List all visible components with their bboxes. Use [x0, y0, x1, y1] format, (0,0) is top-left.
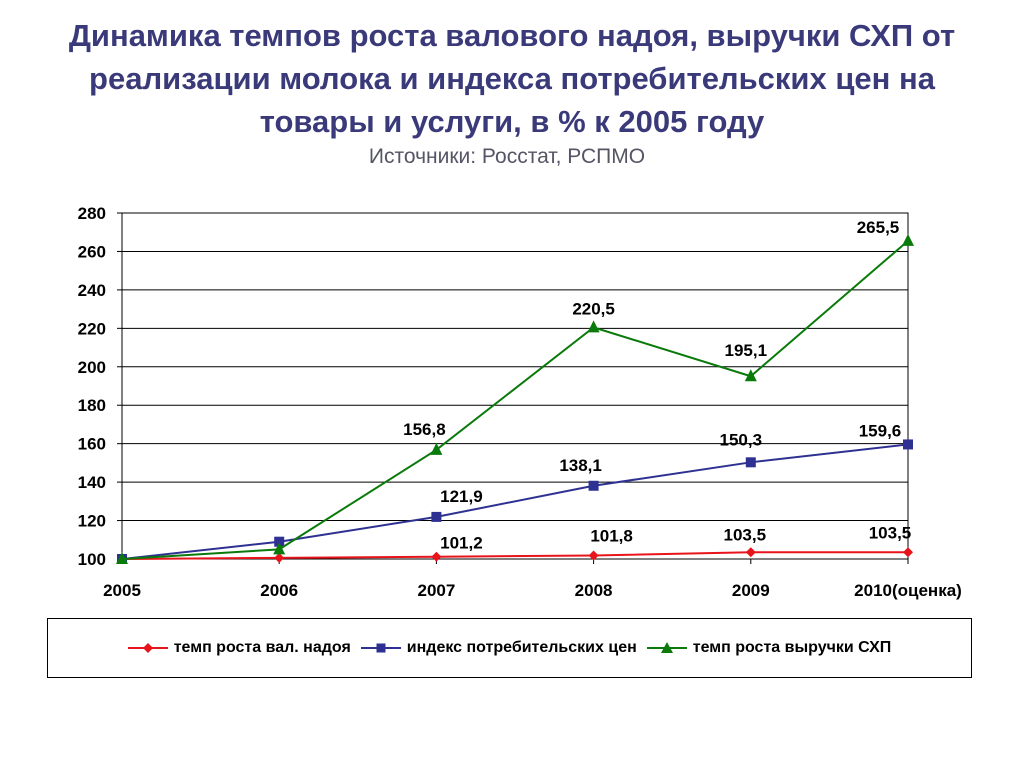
data-point-diamond — [588, 550, 599, 561]
data-label: 150,3 — [720, 430, 763, 449]
y-tick-label: 140 — [78, 473, 106, 492]
legend-label: темп роста вал. надоя — [173, 639, 351, 656]
data-point-diamond — [274, 552, 285, 563]
data-label: 103,5 — [724, 525, 767, 544]
series-line-1 — [121, 551, 908, 560]
x-tick-label: 2005 — [103, 581, 141, 600]
data-label: 220,5 — [572, 299, 615, 318]
data-point-square — [431, 511, 442, 522]
data-point-triangle — [273, 542, 286, 555]
y-tick-label: 120 — [78, 512, 106, 531]
legend-swatch-diamond — [127, 643, 168, 653]
data-label: 138,1 — [559, 456, 602, 475]
data-point-triangle — [902, 233, 914, 246]
data-label: 101,2 — [440, 534, 483, 553]
page-title: Динамика темпов роста валового надоя, вы… — [0, 14, 1024, 143]
legend-swatch-triangle — [646, 642, 687, 653]
data-point-triangle — [587, 320, 600, 333]
y-tick-label: 200 — [78, 358, 106, 377]
data-label: 159,6 — [859, 421, 902, 440]
data-point-diamond — [903, 547, 913, 558]
legend-label: темп роста выручки СХП — [692, 639, 892, 656]
y-tick-label: 220 — [78, 319, 106, 338]
x-tick-label: 2010(оценка) — [854, 581, 962, 600]
y-tick-label: 280 — [78, 204, 106, 223]
legend-item-cpi: индекс потребительских цен — [360, 639, 637, 657]
y-tick-label: 260 — [78, 242, 106, 261]
plot-border — [121, 212, 909, 560]
data-label: 156,8 — [403, 420, 446, 439]
legend-label: индекс потребительских цен — [406, 639, 637, 656]
data-label: 195,1 — [725, 341, 768, 360]
data-point-triangle — [116, 552, 128, 564]
data-point-diamond — [745, 547, 756, 558]
data-label: 103,5 — [869, 523, 912, 542]
legend-item-revenue: темп роста выручки СХП — [646, 639, 892, 657]
x-tick-label: 2007 — [417, 581, 455, 600]
x-tick-label: 2008 — [575, 581, 613, 600]
data-point-diamond — [431, 551, 442, 562]
x-tick-label: 2009 — [732, 581, 770, 600]
legend-swatch-square — [360, 643, 401, 653]
data-point-triangle — [430, 442, 443, 455]
data-point-square — [745, 457, 756, 468]
data-point-square — [588, 480, 599, 491]
series-line-3 — [121, 240, 909, 560]
data-label: 101,8 — [590, 527, 633, 546]
title-line-1: Динамика темпов роста валового надоя, вы… — [68, 18, 956, 53]
series-line-2 — [121, 443, 909, 560]
x-tick-label: 2006 — [260, 581, 298, 600]
legend-item-milk-yield: темп роста вал. надоя — [127, 639, 351, 657]
y-tick-label: 180 — [78, 396, 106, 415]
data-point-square — [903, 439, 913, 450]
data-label: 121,9 — [440, 487, 483, 506]
data-point-triangle — [744, 369, 757, 382]
title-line-2: реализации молока и индекса потребительс… — [89, 61, 935, 96]
chart-legend: темп роста вал. надоя индекс потребитель… — [47, 618, 972, 678]
data-point-square — [274, 536, 285, 547]
y-tick-label: 100 — [78, 550, 106, 569]
data-label: 265,5 — [857, 218, 900, 237]
subtitle: Источники: Росстат, РСПМО — [368, 145, 646, 168]
title-line-3: товары и услуги, в % к 2005 году — [259, 104, 765, 139]
y-tick-label: 160 — [78, 435, 106, 454]
y-tick-label: 240 — [78, 281, 106, 300]
